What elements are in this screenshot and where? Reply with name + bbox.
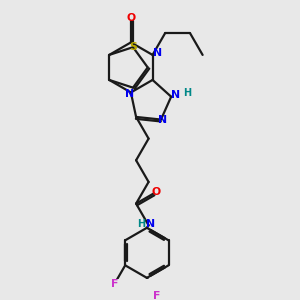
Text: N: N bbox=[146, 219, 155, 229]
Text: F: F bbox=[153, 292, 160, 300]
Text: H: H bbox=[137, 219, 145, 229]
Text: H: H bbox=[183, 88, 191, 98]
Text: S: S bbox=[129, 42, 137, 52]
Text: N: N bbox=[152, 48, 162, 58]
Text: F: F bbox=[111, 279, 118, 289]
Text: N: N bbox=[124, 89, 134, 99]
Text: N: N bbox=[158, 115, 167, 124]
Text: N: N bbox=[171, 90, 180, 100]
Text: O: O bbox=[152, 187, 161, 197]
Text: O: O bbox=[126, 14, 135, 23]
